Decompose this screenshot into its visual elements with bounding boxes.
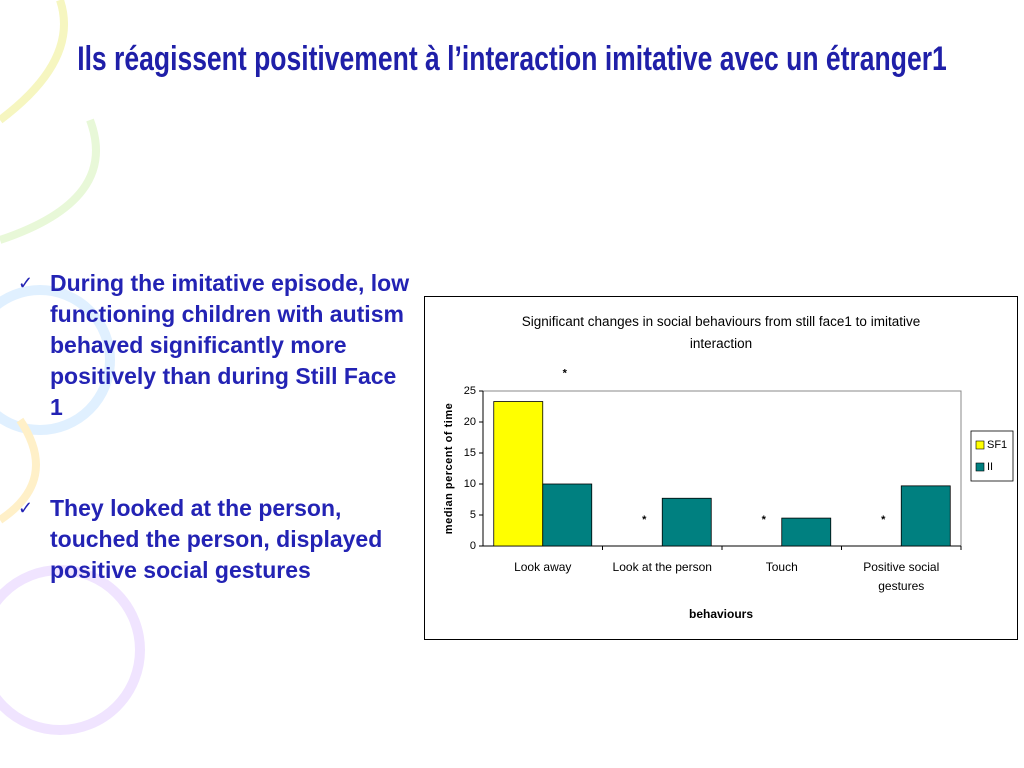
slide-title: Ils réagissent positivement à l’interact… — [0, 36, 1024, 82]
x-axis-label: behaviours — [688, 607, 754, 621]
bullet: During the imitative episode, low functi… — [18, 268, 413, 423]
legend-box — [970, 430, 1014, 482]
bullet-list: During the imitative episode, low functi… — [18, 268, 413, 656]
bar — [542, 483, 593, 547]
annotation: * — [563, 367, 568, 379]
y-axis-label: median percent of time — [443, 403, 455, 534]
x-tick-label: Look at the person — [612, 560, 712, 574]
y-tick-label: 10 — [464, 478, 476, 490]
x-tick-label: Positive social gestures — [863, 560, 940, 593]
legend-label: SF1 — [987, 439, 1007, 451]
y-tick-label: 5 — [470, 509, 476, 521]
annotation: * — [762, 514, 767, 526]
chart: 0 5 10 15 20 25 median percent of time * * * * SF1 I… — [424, 296, 1018, 640]
x-tick-label: Look away — [514, 560, 572, 574]
bar — [900, 485, 951, 547]
y-tick-label: 15 — [464, 447, 476, 459]
y-tick-label: 20 — [464, 416, 476, 428]
x-tick-label: Touch — [765, 560, 798, 574]
bullet: They looked at the person, touched the p… — [18, 493, 413, 586]
legend-label: II — [987, 461, 993, 473]
bar — [493, 401, 544, 547]
bar — [781, 517, 832, 547]
legend-swatch — [975, 440, 985, 450]
bar — [661, 497, 712, 547]
annotation: * — [642, 514, 647, 526]
chart-title: Significant changes in social behaviours… — [521, 314, 921, 351]
y-tick-label: 0 — [470, 540, 476, 552]
chart-svg: 0 5 10 15 20 25 median percent of time * * * * SF1 I… — [443, 367, 1014, 552]
annotation: * — [881, 514, 886, 526]
y-tick-label: 25 — [464, 385, 476, 397]
slide-title-text: Ils réagissent positivement à l’interact… — [77, 40, 947, 78]
legend-swatch — [975, 462, 985, 472]
